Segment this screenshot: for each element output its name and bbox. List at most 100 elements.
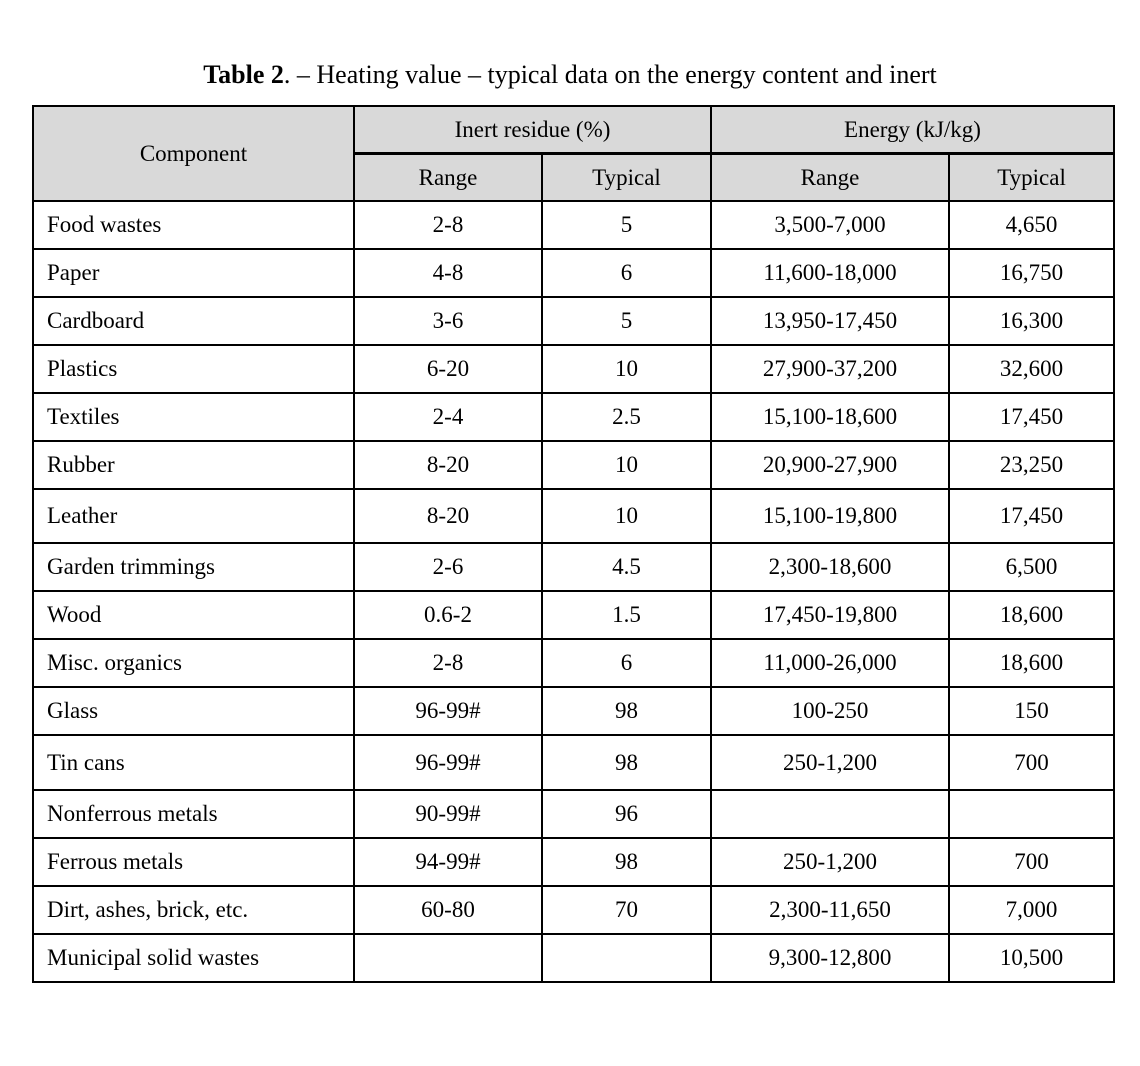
table-row: Municipal solid wastes 9,300-12,800 10,500 — [32, 933, 1116, 983]
table-row: Nonferrous metals 90-99# 96 — [32, 789, 1116, 839]
value-cell: 10 — [541, 344, 712, 394]
value-cell — [710, 789, 950, 839]
value-cell: 5 — [541, 200, 712, 250]
component-cell: Municipal solid wastes — [32, 933, 355, 983]
component-cell: Wood — [32, 590, 355, 640]
column-header-energy-typical: Typical — [947, 152, 1116, 202]
column-header-component: Component — [32, 105, 355, 202]
component-cell: Textiles — [32, 392, 355, 442]
table-caption-number: Table 2 — [203, 60, 284, 89]
value-cell: 17,450 — [947, 392, 1116, 442]
value-cell: 11,600-18,000 — [710, 248, 950, 298]
value-cell: 2-6 — [353, 542, 543, 592]
value-cell: 2.5 — [541, 392, 712, 442]
value-cell: 6,500 — [947, 542, 1116, 592]
value-cell — [541, 933, 712, 983]
value-cell: 15,100-19,800 — [710, 488, 950, 544]
value-cell: 6 — [541, 248, 712, 298]
table-caption: Table 2. – Heating value – typical data … — [0, 58, 1140, 92]
value-cell: 18,600 — [947, 590, 1116, 640]
value-cell: 27,900-37,200 — [710, 344, 950, 394]
table-header: Component Inert residue (%) Energy (kJ/k… — [32, 105, 1116, 202]
value-cell: 150 — [947, 686, 1116, 736]
table-row: Garden trimmings 2-6 4.5 2,300-18,600 6,500 — [32, 542, 1116, 592]
value-cell: 98 — [541, 837, 712, 887]
table-row: Food wastes 2-8 5 3,500-7,000 4,650 — [32, 200, 1116, 250]
heating-value-table: Component Inert residue (%) Energy (kJ/k… — [32, 105, 1116, 983]
value-cell: 32,600 — [947, 344, 1116, 394]
value-cell: 10 — [541, 440, 712, 490]
value-cell: 6 — [541, 638, 712, 688]
component-cell: Garden trimmings — [32, 542, 355, 592]
table-caption-text: . – Heating value – typical data on the … — [283, 60, 937, 89]
value-cell: 96-99# — [353, 686, 543, 736]
table-row: Wood 0.6-2 1.5 17,450-19,800 18,600 — [32, 590, 1116, 640]
component-cell: Tin cans — [32, 734, 355, 791]
value-cell: 17,450-19,800 — [710, 590, 950, 640]
value-cell: 9,300-12,800 — [710, 933, 950, 983]
value-cell: 1.5 — [541, 590, 712, 640]
value-cell: 100-250 — [710, 686, 950, 736]
column-group-energy: Energy (kJ/kg) — [709, 105, 1116, 155]
component-cell: Plastics — [32, 344, 355, 394]
value-cell: 8-20 — [353, 488, 543, 544]
value-cell: 96-99# — [353, 734, 543, 791]
component-cell: Dirt, ashes, brick, etc. — [32, 885, 355, 935]
table-row: Dirt, ashes, brick, etc. 60-80 70 2,300-11,… — [32, 885, 1116, 935]
table-row: Glass 96-99# 98 100-250 150 — [32, 686, 1116, 736]
table-row: Rubber 8-20 10 20,900-27,900 23,250 — [32, 440, 1116, 490]
value-cell: 98 — [541, 734, 712, 791]
value-cell: 7,000 — [947, 885, 1116, 935]
table-row: Ferrous metals 94-99# 98 250-1,200 700 — [32, 837, 1116, 887]
value-cell: 11,000-26,000 — [710, 638, 950, 688]
value-cell: 13,950-17,450 — [710, 296, 950, 346]
value-cell: 10,500 — [947, 933, 1116, 983]
table-row: Plastics 6-20 10 27,900-37,200 32,600 — [32, 344, 1116, 394]
value-cell: 16,300 — [947, 296, 1116, 346]
value-cell: 90-99# — [353, 789, 543, 839]
value-cell — [947, 789, 1116, 839]
value-cell: 17,450 — [947, 488, 1116, 544]
component-cell: Ferrous metals — [32, 837, 355, 887]
column-group-inert-residue: Inert residue (%) — [353, 105, 712, 155]
value-cell: 15,100-18,600 — [710, 392, 950, 442]
value-cell: 16,750 — [947, 248, 1116, 298]
header-sub-row: Range Typical Range Typical — [33, 152, 1116, 202]
value-cell: 2-8 — [353, 200, 543, 250]
value-cell: 250-1,200 — [710, 837, 950, 887]
value-cell: 2,300-18,600 — [710, 542, 950, 592]
value-cell: 4-8 — [353, 248, 543, 298]
component-cell: Nonferrous metals — [32, 789, 355, 839]
value-cell: 2-4 — [353, 392, 543, 442]
value-cell: 98 — [541, 686, 712, 736]
value-cell — [353, 933, 543, 983]
component-cell: Misc. organics — [32, 638, 355, 688]
value-cell: 20,900-27,900 — [710, 440, 950, 490]
column-header-inert-typical: Typical — [541, 152, 712, 202]
value-cell: 2,300-11,650 — [710, 885, 950, 935]
component-cell: Food wastes — [32, 200, 355, 250]
table-row: Tin cans 96-99# 98 250-1,200 700 — [32, 734, 1116, 791]
component-cell: Rubber — [32, 440, 355, 490]
value-cell: 18,600 — [947, 638, 1116, 688]
table-row: Paper 4-8 6 11,600-18,000 16,750 — [32, 248, 1116, 298]
value-cell: 250-1,200 — [710, 734, 950, 791]
component-cell: Leather — [32, 488, 355, 544]
value-cell: 3-6 — [353, 296, 543, 346]
column-header-energy-range: Range — [710, 152, 950, 202]
value-cell: 8-20 — [353, 440, 543, 490]
value-cell: 700 — [947, 734, 1116, 791]
value-cell: 6-20 — [353, 344, 543, 394]
table-row: Misc. organics 2-8 6 11,000-26,000 18,600 — [32, 638, 1116, 688]
value-cell: 23,250 — [947, 440, 1116, 490]
value-cell: 60-80 — [353, 885, 543, 935]
column-header-inert-range: Range — [353, 152, 543, 202]
value-cell: 4.5 — [541, 542, 712, 592]
value-cell: 94-99# — [353, 837, 543, 887]
table-row: Textiles 2-4 2.5 15,100-18,600 17,450 — [32, 392, 1116, 442]
value-cell: 3,500-7,000 — [710, 200, 950, 250]
value-cell: 700 — [947, 837, 1116, 887]
value-cell: 10 — [541, 488, 712, 544]
table-row: Cardboard 3-6 5 13,950-17,450 16,300 — [32, 296, 1116, 346]
value-cell: 70 — [541, 885, 712, 935]
